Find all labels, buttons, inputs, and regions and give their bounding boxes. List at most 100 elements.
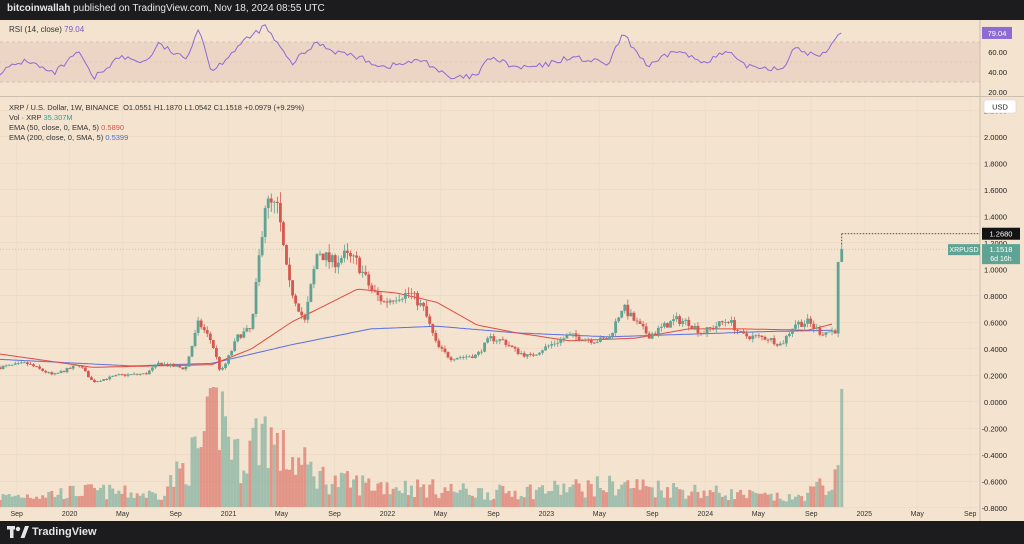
- volume-bar: [748, 489, 752, 507]
- candle-body: [589, 339, 593, 343]
- candle-body: [711, 327, 715, 330]
- candle-body: [461, 357, 465, 358]
- tradingview-label[interactable]: TradingView: [32, 526, 97, 538]
- candle-body: [333, 255, 337, 268]
- candle-body: [126, 374, 130, 376]
- volume-bar: [160, 499, 164, 507]
- candle-body: [449, 357, 453, 360]
- candle-body: [471, 356, 474, 358]
- candle-body: [181, 367, 185, 370]
- candle-body: [205, 330, 209, 334]
- volume-bar: [13, 495, 17, 507]
- author-name[interactable]: bitcoinwallah: [7, 3, 71, 14]
- candle-body: [833, 330, 837, 334]
- candle-body: [19, 362, 23, 364]
- volume-bar: [693, 484, 697, 507]
- candle-body: [211, 340, 215, 348]
- candle-body: [391, 300, 395, 302]
- volume-bar: [714, 485, 718, 507]
- candle-body: [236, 334, 240, 342]
- volume-legend: Vol · XRP 35.307M: [9, 113, 73, 122]
- candle-body: [239, 334, 243, 338]
- ema200-label[interactable]: EMA (200, close, 0, SMA, 5): [9, 133, 104, 142]
- candle-body: [455, 358, 459, 360]
- symbol-label[interactable]: XRP / U.S. Dollar, 1W, BINANCE: [9, 103, 119, 112]
- candle-body: [65, 368, 69, 373]
- candle-body: [358, 257, 362, 273]
- candle-body: [733, 320, 736, 331]
- volume-bar: [132, 497, 136, 507]
- last-price-tag: [982, 244, 1020, 265]
- candle-body: [464, 356, 468, 358]
- candle-body: [74, 365, 78, 366]
- volume-bar: [352, 479, 356, 507]
- volume-bar: [583, 497, 587, 507]
- volume-bar: [623, 482, 627, 507]
- last-price-value: 1.1518: [990, 245, 1013, 254]
- candle-body: [364, 271, 368, 275]
- candle-body: [208, 333, 212, 341]
- candle-body: [144, 373, 148, 375]
- volume-bar: [803, 500, 807, 507]
- candle-body: [224, 363, 227, 368]
- volume-bar: [483, 499, 487, 507]
- candle-body: [605, 338, 608, 340]
- volume-bar: [388, 494, 392, 507]
- volume-bar: [28, 497, 32, 507]
- candle-body: [419, 303, 422, 306]
- candle-body: [10, 364, 14, 366]
- candle-body: [535, 354, 538, 356]
- candle-body: [678, 316, 682, 324]
- candle-body: [190, 345, 194, 357]
- candle-body: [574, 333, 578, 337]
- ema50-label[interactable]: EMA (50, close, 0, EMA, 5): [9, 123, 100, 132]
- candle-body: [492, 336, 496, 342]
- candle-body: [431, 323, 435, 333]
- candle-body: [781, 343, 785, 345]
- volume-bar: [324, 484, 328, 507]
- candle-body: [629, 312, 633, 317]
- candle-body: [553, 343, 557, 345]
- volume-bar: [166, 486, 170, 507]
- candle-body: [175, 365, 179, 367]
- volume-bar: [550, 490, 554, 507]
- volume-bar: [812, 486, 816, 507]
- candle-body: [245, 328, 249, 332]
- candle-body: [474, 354, 477, 358]
- ema50-value: 0.5890: [101, 123, 125, 132]
- volume-bar: [672, 483, 676, 507]
- volume-bar: [470, 495, 474, 507]
- volume-bar: [580, 491, 584, 507]
- candle-body: [257, 255, 261, 282]
- candle-body: [376, 290, 380, 296]
- volume-bar: [626, 480, 630, 507]
- volume-bar: [281, 430, 285, 507]
- volume-bar: [662, 497, 666, 507]
- candle-body: [571, 333, 575, 335]
- volume-bar: [449, 483, 453, 507]
- candle-body: [565, 335, 569, 339]
- rsi-label: RSI (14, close): [9, 25, 62, 34]
- volume-bar: [595, 476, 599, 507]
- volume-bar: [833, 469, 837, 507]
- volume-bar: [65, 498, 69, 507]
- volume-label[interactable]: Vol · XRP: [9, 113, 42, 122]
- candle-body: [787, 333, 791, 336]
- volume-bar: [358, 495, 362, 507]
- candle-body: [824, 332, 828, 335]
- volume-bar: [620, 484, 624, 507]
- candle-body: [196, 320, 200, 333]
- candle-body: [114, 375, 118, 377]
- candle-body: [367, 274, 371, 286]
- price-pane[interactable]: 2.20002.00001.80001.60001.40001.20001.00…: [0, 97, 1024, 521]
- volume-bar: [367, 478, 371, 507]
- candle-body: [77, 365, 81, 367]
- volume-bar: [224, 416, 228, 507]
- volume-bar: [818, 478, 822, 507]
- volume-bar: [632, 487, 636, 507]
- time-axis-label: Sep: [487, 511, 500, 518]
- volume-bar: [571, 484, 575, 507]
- candle-body: [498, 339, 502, 341]
